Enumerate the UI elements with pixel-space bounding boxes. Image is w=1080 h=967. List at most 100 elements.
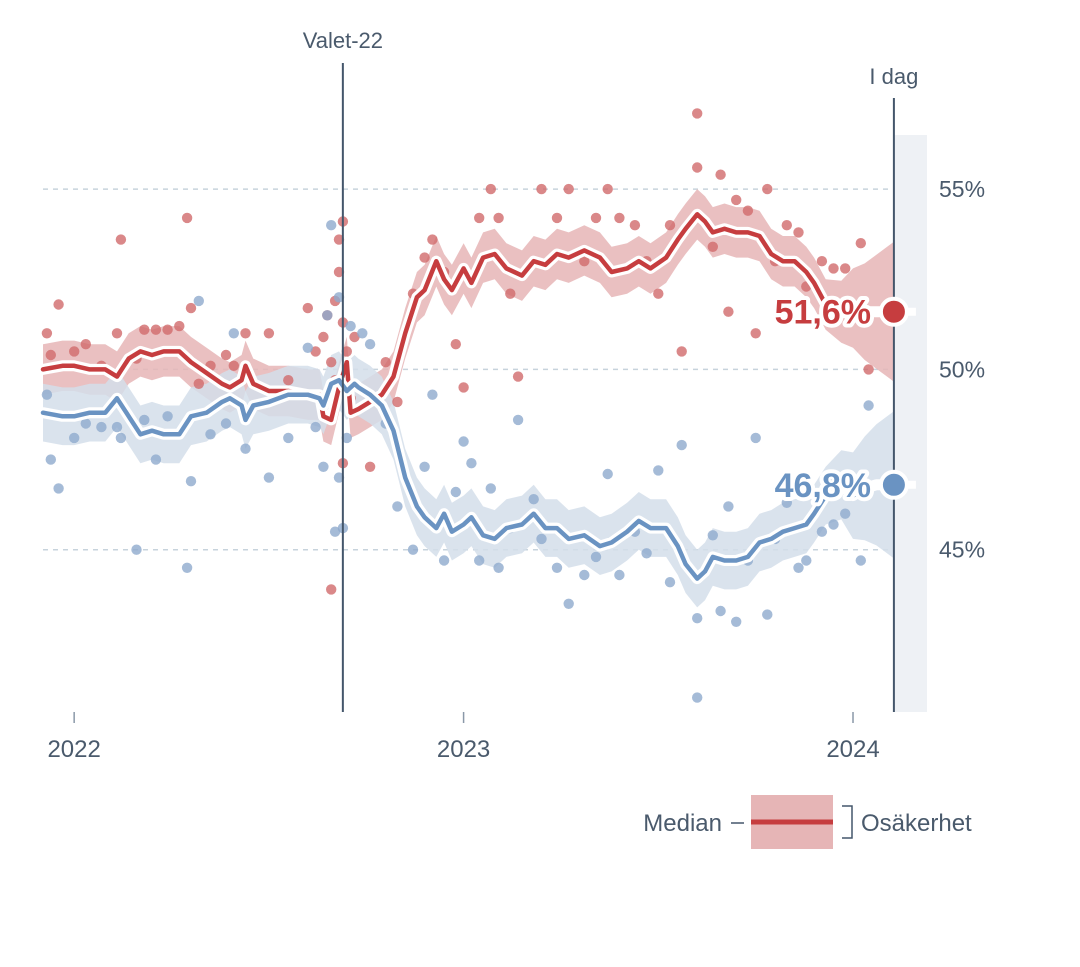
- red-poll-point: [80, 339, 92, 350]
- uncertainty-bands: [43, 189, 927, 608]
- red-poll-point: [664, 220, 676, 231]
- red-poll-point: [707, 241, 718, 252]
- blue-poll-point: [493, 562, 504, 573]
- red-poll-point: [474, 212, 485, 224]
- red-poll-point: [185, 302, 197, 314]
- blue-poll-point: [115, 432, 127, 444]
- blue-poll-point: [801, 555, 812, 566]
- blue-poll-point: [240, 443, 251, 454]
- blue-poll-point: [333, 292, 345, 303]
- blue-poll-point: [131, 544, 142, 555]
- blue-poll-point: [723, 501, 734, 512]
- blue-poll-point: [590, 551, 602, 563]
- blue-poll-point: [111, 421, 123, 433]
- blue-poll-point: [692, 613, 703, 624]
- blue-poll-point: [563, 598, 574, 609]
- blue-poll-point: [536, 533, 547, 545]
- blue-poll-point: [162, 411, 173, 422]
- event-annotations: Valet-22 I dag: [303, 28, 927, 712]
- red-poll-point: [731, 194, 742, 206]
- blue-end-label-halo: 46,8%: [775, 467, 871, 505]
- red-poll-point: [427, 234, 438, 245]
- blue-poll-point: [45, 454, 56, 465]
- blue-poll-point: [485, 483, 496, 494]
- red-poll-point: [863, 364, 874, 375]
- red-median-line: [40, 212, 897, 423]
- blue-poll-point: [364, 339, 376, 350]
- x-tick-label-2023: 2023: [437, 736, 490, 763]
- red-poll-point: [750, 328, 761, 339]
- blue-poll-point: [150, 454, 162, 465]
- blue-poll-point: [329, 526, 341, 537]
- blue-poll-point: [357, 328, 368, 339]
- blue-poll-point: [438, 555, 450, 566]
- red-poll-point: [458, 382, 469, 393]
- red-poll-point: [333, 234, 345, 245]
- blue-poll-point: [96, 421, 107, 433]
- blue-poll-point: [193, 295, 204, 307]
- blue-poll-point: [664, 577, 676, 588]
- blue-poll-point: [762, 609, 773, 620]
- blue-poll-point: [333, 472, 345, 483]
- red-poll-point: [505, 288, 516, 299]
- red-poll-point: [162, 324, 173, 335]
- red-poll-point: [174, 320, 185, 332]
- blue-poll-point: [392, 501, 403, 512]
- red-poll-point: [139, 324, 150, 335]
- blue-poll-point: [731, 616, 742, 627]
- red-poll-point: [579, 256, 590, 267]
- blue-poll-point: [205, 429, 216, 440]
- red-end-dot: [878, 296, 909, 327]
- blue-uncertainty-band: [43, 351, 927, 608]
- blue-poll-point: [407, 544, 419, 555]
- red-poll-point: [326, 357, 337, 368]
- blue-poll-point: [512, 414, 524, 426]
- red-poll-point: [115, 234, 127, 245]
- red-poll-point: [840, 263, 851, 274]
- blue-poll-point: [458, 436, 469, 447]
- blue-poll-point: [614, 569, 625, 581]
- red-poll-point: [283, 375, 294, 386]
- red-poll-point: [181, 212, 193, 224]
- red-poll-point: [111, 328, 123, 339]
- y-tick-label-50: 50%: [939, 356, 985, 382]
- blue-poll-point: [855, 555, 866, 566]
- blue-poll-point: [528, 494, 539, 505]
- red-poll-point: [193, 378, 204, 389]
- blue-poll-point: [602, 468, 613, 480]
- poll-points: [41, 108, 874, 703]
- blue-poll-point: [322, 310, 333, 321]
- red-poll-point: [364, 461, 376, 472]
- red-poll-point: [536, 183, 547, 195]
- today-shade: [893, 135, 927, 712]
- blue-poll-point: [707, 530, 718, 541]
- blue-poll-point: [310, 421, 321, 433]
- red-poll-point: [692, 108, 703, 119]
- red-poll-point: [228, 360, 239, 371]
- blue-poll-point: [781, 497, 792, 508]
- red-poll-point: [302, 302, 313, 314]
- blue-poll-point: [220, 418, 232, 429]
- blue-poll-point: [139, 414, 150, 426]
- blue-end-label: 46,8%: [775, 467, 871, 505]
- red-poll-point: [692, 162, 703, 173]
- red-poll-point: [450, 339, 461, 350]
- red-poll-point: [590, 212, 602, 224]
- blue-poll-point: [53, 483, 64, 494]
- blue-poll-point: [793, 562, 804, 573]
- blue-poll-point: [345, 320, 356, 332]
- red-poll-point: [828, 263, 839, 274]
- blue-poll-point: [676, 439, 687, 451]
- red-poll-point: [419, 252, 430, 263]
- blue-poll-point: [579, 569, 590, 581]
- red-poll-point: [45, 349, 56, 361]
- blue-poll-point: [466, 458, 477, 469]
- median-lines: [37, 208, 900, 585]
- red-poll-point: [653, 288, 664, 299]
- red-poll-point: [742, 205, 754, 216]
- red-poll-point: [629, 220, 641, 231]
- blue-poll-point: [263, 472, 275, 483]
- red-poll-point: [512, 371, 524, 382]
- blue-poll-point: [69, 432, 80, 444]
